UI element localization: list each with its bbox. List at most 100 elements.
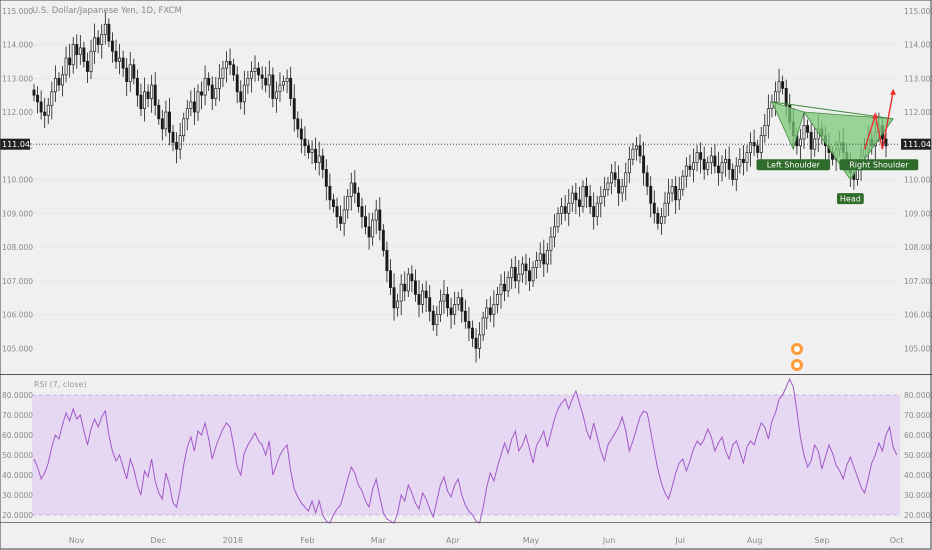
time-tick-label: Jul	[674, 536, 685, 545]
arrow-head-icon	[890, 88, 897, 95]
price-tick-label: 109.000	[2, 209, 33, 218]
time-axis[interactable]: Nov Dec 2018 Feb Mar Apr May Jun Jul Aug Sep Oct	[69, 536, 904, 545]
flag-icon-inner	[794, 362, 800, 368]
candle-body	[467, 321, 471, 329]
candle-body	[314, 148, 318, 164]
candle-body	[121, 57, 125, 69]
candle-body	[688, 165, 692, 170]
pattern-label: Right Shoulder	[849, 161, 909, 170]
price-tick-label: 109.000	[904, 209, 932, 218]
candle-body	[488, 307, 492, 315]
candle-body	[731, 169, 735, 180]
candle-body	[189, 101, 193, 110]
price-axis[interactable]: 115.000 115.000 114.000 114.000 113.000 113.0…	[2, 7, 932, 354]
price-tick-label: 113.000	[2, 74, 33, 83]
candle-body	[171, 131, 175, 143]
candle-body	[153, 84, 157, 106]
rsi-tick-label: 70.0000	[904, 411, 932, 420]
price-tick-label: 105.000	[2, 344, 33, 353]
candle-body	[371, 219, 375, 238]
projection-arrow-segment	[874, 115, 884, 150]
candle-body	[649, 185, 653, 204]
event-icons[interactable]	[791, 343, 803, 371]
candle-body	[200, 91, 204, 96]
candle-body	[93, 37, 97, 52]
candle-body	[242, 84, 246, 103]
candle-body	[410, 273, 414, 282]
candle-body	[624, 172, 628, 187]
price-pane[interactable]: 115.000 115.000 114.000 114.000 113.000 113.0…	[0, 6, 932, 371]
candle-body	[210, 84, 214, 99]
candle-body	[741, 158, 745, 164]
candle-body	[610, 172, 613, 184]
time-tick-label: May	[523, 536, 540, 545]
candle-body	[413, 280, 417, 295]
projection-arrow-segment	[863, 115, 876, 150]
price-tick-label: 114.000	[2, 41, 33, 50]
candle-body	[381, 229, 385, 251]
candle-body	[774, 91, 777, 103]
candle-body	[356, 192, 360, 207]
candle-body	[192, 101, 196, 113]
candle-body	[164, 111, 168, 130]
pattern-label-box	[756, 159, 831, 171]
rsi-tick-label: 30.0000	[904, 491, 932, 500]
candle-body	[638, 145, 642, 157]
candle-body	[424, 290, 428, 299]
price-tick-label: 107.000	[904, 277, 932, 286]
rsi-tick-label: 50.0000	[2, 451, 33, 460]
candle-body	[798, 138, 802, 147]
candle-body	[128, 64, 132, 83]
candle-body	[160, 118, 164, 130]
candle-body	[221, 67, 225, 79]
candle-body	[367, 226, 371, 238]
candle-body	[321, 155, 325, 170]
candle-body	[125, 67, 129, 83]
candle-body	[545, 250, 549, 265]
candle-body	[260, 74, 264, 79]
left-shoulder-shape	[771, 101, 805, 151]
candle-body	[150, 84, 154, 99]
neckline	[771, 101, 894, 120]
rsi-pane[interactable]: 80.0000 80.0000 70.0000 70.0000 60.0000 60.00…	[2, 377, 932, 524]
candle-body	[478, 334, 482, 349]
pattern-label-box	[839, 159, 919, 171]
rsi-axis[interactable]: 80.0000 80.0000 70.0000 70.0000 60.0000 60.00…	[2, 391, 932, 520]
candle-body	[763, 125, 767, 137]
candle-body	[495, 293, 499, 305]
candle-body	[542, 253, 546, 265]
candle-body	[353, 182, 357, 194]
candle-body	[89, 50, 93, 72]
candle-body	[385, 250, 389, 272]
candle-body	[203, 77, 207, 96]
pattern-label: Head	[840, 194, 861, 203]
candle-body	[296, 118, 300, 130]
candle-body	[656, 212, 660, 224]
price-right-label-text: 111.047	[903, 140, 932, 149]
candle-body	[96, 37, 100, 45]
candle-body	[118, 57, 122, 62]
price-tick-label: 105.000	[904, 344, 932, 353]
candle-body	[749, 142, 752, 153]
candle-body	[250, 71, 253, 79]
candle-body	[745, 152, 749, 164]
rsi-tick-label: 80.0000	[904, 391, 932, 400]
candle-body	[389, 270, 392, 288]
candle-body	[75, 44, 79, 55]
candle-body	[442, 293, 446, 302]
candle-body	[592, 206, 596, 218]
rsi-tick-label: 30.0000	[2, 491, 33, 500]
candle-body	[766, 108, 770, 126]
candle-body	[182, 118, 186, 137]
candle-body	[595, 202, 599, 218]
candle-body	[175, 142, 179, 150]
price-tick-label: 110.000	[904, 176, 932, 185]
time-tick-label: Feb	[300, 536, 314, 545]
candle-body	[428, 297, 432, 312]
candle-body	[107, 23, 111, 42]
candle-body	[702, 158, 706, 170]
candle-body	[378, 209, 382, 231]
candle-body	[567, 202, 571, 214]
flag-icon-inner	[794, 346, 800, 352]
candle-body	[292, 98, 296, 120]
